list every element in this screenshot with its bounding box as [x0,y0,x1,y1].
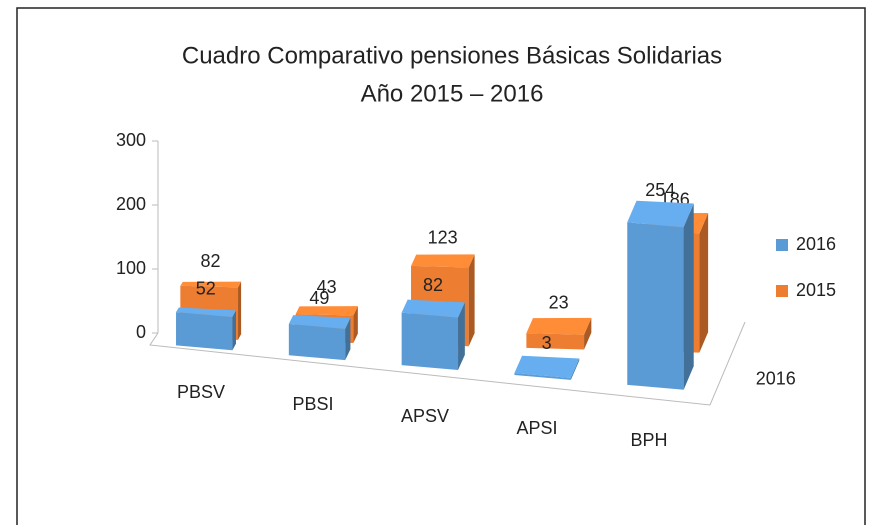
bar [288,315,351,361]
bar-face [570,358,580,380]
bar [526,317,592,350]
bar-face [514,355,580,378]
series-axis-label: 2016 [756,368,796,388]
bar-face [627,200,694,228]
bar-face [401,299,465,318]
value-label: 49 [309,288,329,308]
y-tick-label: 0 [136,322,146,342]
value-label: 82 [423,275,443,295]
legend-label: 2016 [796,234,836,254]
bar [401,299,465,371]
bar-face [411,254,475,268]
bar-face [353,306,358,344]
bar-face [176,312,233,351]
x-tick-label: APSI [516,418,557,438]
bar [176,307,236,351]
chart-title: Año 2015 – 2016 [361,80,544,107]
bar-face [458,302,465,371]
bar-face [526,333,585,350]
x-tick-label: BPH [630,430,667,450]
bar [627,200,694,390]
value-label: 123 [428,227,458,247]
bar-face [401,312,459,371]
y-tick-label: 100 [116,258,146,278]
bar-face [699,213,709,353]
bar-face [468,254,475,347]
legend-label: 2015 [796,280,836,300]
x-tick-label: APSV [401,406,449,426]
bar-face [295,306,358,316]
value-label: 254 [645,180,675,200]
bar-face [288,315,351,329]
bar-face [176,307,236,318]
bar [514,355,580,380]
bar-face [345,317,351,361]
bar-face [526,317,592,335]
value-label: 23 [549,293,569,313]
value-label: 52 [196,279,216,299]
x-tick-label: PBSV [177,382,225,402]
bar-face [232,310,236,351]
bar-face [683,203,694,390]
chart-title: Cuadro Comparativo pensiones Básicas Sol… [182,42,722,69]
bar-face [514,373,571,380]
legend-swatch [776,285,788,297]
bar-face [584,317,592,350]
bar-face [288,323,346,361]
value-label: 82 [201,251,221,271]
y-tick-label: 200 [116,194,146,214]
bar-face [627,222,684,390]
y-tick-label: 300 [116,130,146,150]
legend-swatch [776,239,788,251]
bar-face [180,281,242,288]
value-label: 3 [542,333,552,353]
bar-face [238,281,242,340]
x-tick-label: PBSI [292,394,333,414]
value-label: 43 [317,277,337,297]
floor-edge [149,321,746,406]
